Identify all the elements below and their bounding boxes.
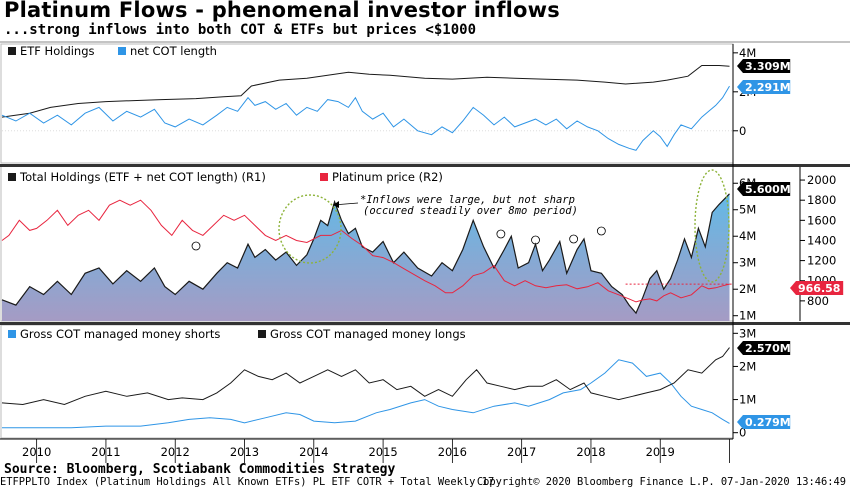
legend-cot-longs-swatch — [258, 330, 266, 338]
top-last-cot: 2.291M — [745, 81, 791, 94]
mid-y1-tick-label: 1M — [739, 309, 756, 323]
bottom-y-tick-label: 2M — [739, 359, 756, 373]
annotation-text-line2: (occured steadily over 8mo period) — [363, 205, 578, 217]
peak-marker-circle — [531, 235, 540, 245]
mid-y1-tick-label: 3M — [739, 256, 756, 270]
peak-marker-circle — [191, 241, 201, 251]
bottom-last-shorts-bg — [737, 415, 791, 429]
panel-divider-bottom — [0, 322, 850, 325]
legend-cot-longs-label: Gross COT managed money longs — [270, 327, 466, 341]
annotation-arrow-head — [333, 201, 339, 208]
mid-last-total-bg — [737, 182, 791, 196]
series-total-holdings-line — [1, 193, 730, 315]
source-note: Source: Bloomberg, Scotiabank Commoditie… — [4, 462, 396, 477]
legend-net-cot-swatch — [118, 47, 126, 55]
top-last-etf: 3.309M — [745, 60, 791, 73]
top-y-tick-label: 0 — [739, 124, 746, 138]
bottom-y-tick-label: 0 — [739, 426, 746, 440]
mid-y2-tick-label: 1400 — [807, 233, 836, 247]
bottom-last-shorts: 0.279M — [745, 416, 791, 429]
annotation-circle-2019 — [694, 169, 730, 283]
mid-last-total: 5.600M — [745, 183, 791, 196]
legend-etf-holdings-label: ETF Holdings — [20, 44, 95, 58]
series-total-holdings-area — [2, 193, 730, 321]
x-tick-label-year: 2019 — [646, 445, 675, 459]
x-tick-label-year: 2012 — [161, 445, 190, 459]
panel-divider-top — [0, 164, 850, 167]
x-tick-label-year: 2014 — [299, 445, 328, 459]
mid-y1-tick-label: 4M — [739, 229, 756, 243]
x-tick-label-year: 2010 — [22, 445, 51, 459]
footer-index-info: ETFPPLTO Index (Platinum Holdings All Kn… — [0, 476, 495, 488]
top-last-cot-bg — [737, 80, 791, 94]
page-subtitle: ...strong inflows into both COT & ETFs b… — [4, 22, 477, 38]
bottom-last-longs: 2.570M — [745, 342, 791, 355]
panel-frames — [0, 41, 850, 463]
bottom-last-longs-bg — [737, 341, 791, 355]
x-tick-label-year: 2016 — [438, 445, 467, 459]
mid-last-price-bg — [790, 281, 844, 295]
bottom-y-tick-label: 3M — [739, 326, 756, 340]
x-tick-label-year: 2011 — [91, 445, 120, 459]
peak-marker-circle — [496, 229, 506, 239]
legend-etf-holdings-swatch — [8, 47, 16, 55]
chart-marks — [1, 65, 733, 429]
x-tick-label-year: 2017 — [507, 445, 536, 459]
x-tick-label-year: 2018 — [576, 445, 605, 459]
mid-y2-tick-label: 1200 — [807, 254, 836, 268]
legend-platinum-price-label: Platinum price (R2) — [332, 170, 443, 184]
panel-frame-top — [0, 43, 734, 164]
legend-platinum-price-swatch — [320, 173, 328, 181]
legend-cot-shorts-swatch — [8, 330, 16, 338]
series-cot-shorts-line — [2, 359, 730, 429]
mid-y1-tick-label: 2M — [739, 282, 756, 296]
series-etf-holdings-line — [1, 65, 730, 118]
top-last-etf-bg — [737, 59, 791, 73]
legend-total-holdings-swatch — [8, 173, 16, 181]
series-platinum-price-line — [1, 199, 730, 303]
footer-copyright: Copyright© 2020 Bloomberg Finance L.P. 0… — [476, 476, 846, 488]
mid-last-price: 966.58 — [798, 282, 840, 295]
legend-total-holdings-label: Total Holdings (ETF + net COT length) (R… — [19, 170, 266, 184]
mid-y2-tick-label: 1600 — [807, 213, 836, 227]
series-net-cot-line — [1, 85, 730, 151]
annotation-circle-2014 — [278, 194, 342, 264]
mid-y2-tick-label: 800 — [807, 294, 829, 308]
x-tick-label-year: 2015 — [368, 445, 397, 459]
peak-marker-circle — [569, 234, 579, 244]
top-y-tick-label: 4M — [739, 46, 756, 60]
legend-cot-shorts-label: Gross COT managed money shorts — [20, 327, 220, 341]
series-cot-longs-line — [1, 347, 730, 406]
peak-marker-circle — [596, 226, 606, 236]
mid-y1-tick-label: 5M — [739, 203, 756, 217]
chart-text: 4M 2M 0 ETF Holdings net COT length 3.309M 2.2… — [8, 44, 844, 459]
mid-y2-tick-label: 1800 — [807, 193, 836, 207]
page-title: Platinum Flows - phenomenal investor inf… — [4, 0, 560, 22]
annotation-text-line1: *Inflows were large, but not sharp — [360, 194, 575, 206]
legend-net-cot-label: net COT length — [130, 44, 217, 58]
bottom-y-tick-label: 1M — [739, 393, 756, 407]
x-tick-label-year: 2013 — [230, 445, 259, 459]
mid-y2-tick-label: 2000 — [807, 173, 836, 187]
